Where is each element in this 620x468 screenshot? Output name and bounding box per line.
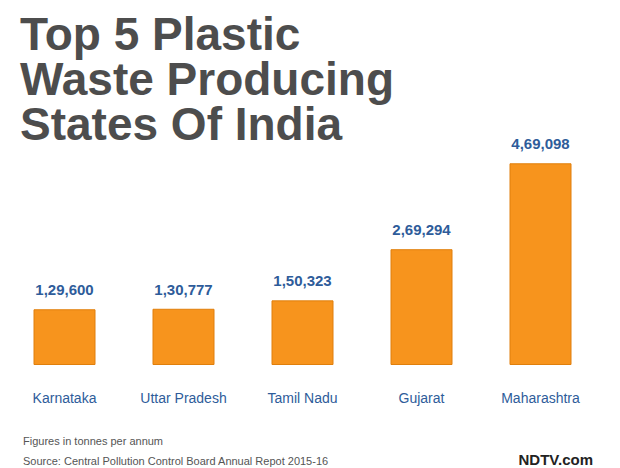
svg-text:4,69,098: 4,69,098 xyxy=(511,135,569,152)
svg-text:Uttar Pradesh: Uttar Pradesh xyxy=(140,390,226,406)
svg-text:1,30,777: 1,30,777 xyxy=(154,281,212,298)
svg-text:Maharashtra: Maharashtra xyxy=(501,390,580,406)
svg-text:Tamil Nadu: Tamil Nadu xyxy=(267,390,337,406)
svg-text:1,50,323: 1,50,323 xyxy=(273,272,331,289)
svg-text:Karnataka: Karnataka xyxy=(33,390,97,406)
svg-text:Source: Central Pollution Cont: Source: Central Pollution Control Board … xyxy=(23,455,328,467)
svg-text:NDTV.com: NDTV.com xyxy=(519,451,593,468)
svg-text:States Of India: States Of India xyxy=(20,98,342,150)
svg-text:2,69,294: 2,69,294 xyxy=(392,221,451,238)
svg-text:Waste Producing: Waste Producing xyxy=(20,52,394,105)
svg-text:Figures in tonnes per annum: Figures in tonnes per annum xyxy=(23,435,163,447)
svg-text:Top 5 Plastic: Top 5 Plastic xyxy=(20,7,301,60)
svg-text:Gujarat: Gujarat xyxy=(399,390,445,406)
svg-text:1,29,600: 1,29,600 xyxy=(35,281,93,298)
